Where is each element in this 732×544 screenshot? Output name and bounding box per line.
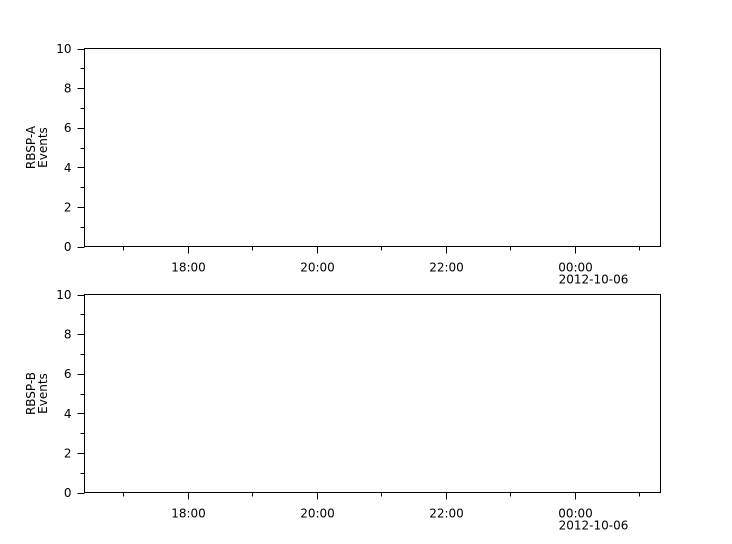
y-tick-label: 6 (64, 121, 72, 135)
x-tick-label: 00:00 (558, 261, 593, 275)
y-tick-label: 8 (64, 82, 72, 96)
y-tick-label: 10 (56, 288, 71, 302)
y-axis-label: RBSP-A (24, 125, 38, 169)
x-tick-label: 22:00 (429, 507, 464, 521)
x-tick-label: 00:00 (558, 507, 593, 521)
x-tick-label: 18:00 (171, 507, 206, 521)
y-tick-label: 8 (64, 328, 72, 342)
y-tick-label: 6 (64, 367, 72, 381)
x-tick-label: 18:00 (171, 261, 206, 275)
y-tick-label: 10 (56, 42, 71, 56)
y-tick-label: 0 (64, 240, 72, 254)
y-tick-label: 4 (64, 161, 72, 175)
x-tick-date-label: 2012-10-06 (559, 519, 629, 533)
plot-frame (84, 48, 661, 247)
x-tick-label: 20:00 (300, 507, 335, 521)
y-axis-label: RBSP-B (24, 372, 38, 415)
y-tick-label: 2 (64, 446, 72, 460)
x-tick-date-label: 2012-10-06 (559, 273, 629, 287)
y-tick-label: 4 (64, 407, 72, 421)
y-tick-label: 2 (64, 200, 72, 214)
y-axis-label: Events (36, 127, 50, 168)
y-axis-label: Events (36, 373, 50, 414)
x-tick-label: 20:00 (300, 261, 335, 275)
x-tick-label: 22:00 (429, 261, 464, 275)
plot-frame (84, 294, 661, 493)
y-tick-label: 0 (64, 486, 72, 500)
